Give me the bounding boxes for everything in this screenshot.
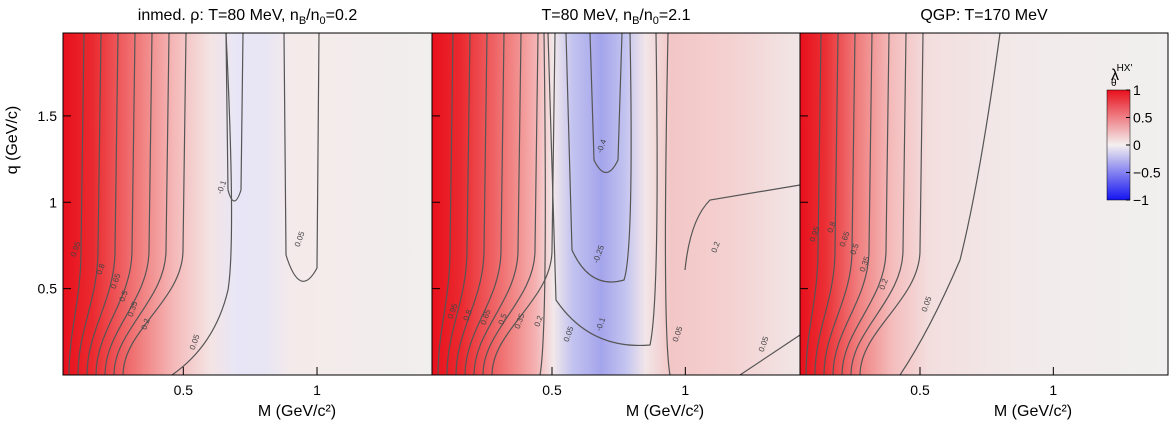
contour-line <box>95 32 136 376</box>
x-axis-label: M (GeV/c²) <box>258 403 336 420</box>
y-tick-label: 0.5 <box>38 281 58 297</box>
heatmap <box>63 33 432 375</box>
contour-line <box>491 32 556 376</box>
contour-line <box>446 32 471 376</box>
colorbar-label-main: λ <box>1111 67 1119 84</box>
contour-label: 0.8 <box>462 308 474 322</box>
title-text: QGP: T=170 MeV <box>920 7 1048 24</box>
colorbar-tick-label: 1 <box>1133 82 1141 98</box>
panel-title: inmed. ρ: T=80 MeV, nB/n0=0.2 <box>138 7 358 27</box>
x-axis-label: M (GeV/c²) <box>626 403 704 420</box>
contour-label: 0.2 <box>533 314 545 328</box>
colorbar-tick-label: 0 <box>1133 137 1141 153</box>
title-text: T=80 MeV, n <box>542 7 633 24</box>
title-subscript: B <box>299 15 306 27</box>
title-subscript: 0 <box>653 15 659 27</box>
contour-line <box>899 32 1001 376</box>
title-text: =0.2 <box>326 7 358 24</box>
x-tick-label: 0.5 <box>174 382 194 398</box>
x-tick-label: 1 <box>313 382 321 398</box>
contour-line <box>464 32 505 376</box>
colorbar-label: λθHX' <box>1111 63 1132 89</box>
x-tick-label: 1 <box>1049 382 1057 398</box>
contour-line <box>832 32 873 376</box>
contour-line <box>86 32 119 376</box>
title-text: =2.1 <box>659 7 691 24</box>
contour-line <box>104 32 153 376</box>
contour-label: 0.8 <box>826 220 838 234</box>
contour-line <box>684 184 801 271</box>
contour-label: 0.2 <box>710 240 722 254</box>
x-tick-label: 0.5 <box>542 382 562 398</box>
contour-line <box>482 32 539 376</box>
contour-line <box>113 32 170 376</box>
y-tick-label: 1 <box>49 194 57 210</box>
contour-line <box>589 32 623 174</box>
contour-line <box>68 32 85 376</box>
plot-frame <box>799 32 1169 376</box>
contour-line <box>850 32 907 376</box>
contour-line <box>565 32 632 283</box>
title-text: inmed. ρ: T=80 MeV, n <box>138 7 299 24</box>
y-tick-label: 1.5 <box>38 108 58 124</box>
contour-line <box>823 32 856 376</box>
x-tick-label: 0.5 <box>910 382 930 398</box>
x-axis-label: M (GeV/c²) <box>994 403 1072 420</box>
contour-line <box>77 32 102 376</box>
contour-line <box>739 334 801 376</box>
y-axis-label: q (GeV/c) <box>4 106 21 174</box>
colorbar-tick-label: −0.5 <box>1133 165 1161 181</box>
contour-line <box>547 32 658 347</box>
colorbar-tick-label: 0.5 <box>1133 110 1153 126</box>
colorbar-label-sup: HX' <box>1117 63 1133 74</box>
contour-line <box>859 32 924 376</box>
title-subscript: B <box>632 15 639 27</box>
contour-line <box>841 32 890 376</box>
contour-line <box>805 32 822 376</box>
contour-label: 0.5 <box>849 242 861 256</box>
x-tick-label: 1 <box>681 382 689 398</box>
title-subscript: 0 <box>320 15 326 27</box>
contour-label: 0.5 <box>118 289 130 303</box>
contour-line <box>437 32 454 376</box>
contour-label: 0.2 <box>878 277 890 291</box>
title-text: /n <box>306 7 319 24</box>
contour-label: 0.2 <box>140 317 152 331</box>
colorbar-tick-label: −1 <box>1133 192 1149 208</box>
title-text: /n <box>639 7 652 24</box>
colorbar-label-sub: θ <box>1111 78 1117 89</box>
contour-line <box>455 32 488 376</box>
contour-line <box>171 32 233 376</box>
contour-line <box>664 32 671 376</box>
contour-line <box>283 32 320 282</box>
panel-title: QGP: T=170 MeV <box>920 7 1048 24</box>
contour-line <box>122 32 187 376</box>
contour-line <box>814 32 839 376</box>
contour-line <box>473 32 522 376</box>
contour-label: 0.5 <box>497 312 509 326</box>
contour-label: 0.8 <box>95 262 107 276</box>
contour-line <box>225 32 244 202</box>
contour-line <box>539 32 546 376</box>
panel-title: T=80 MeV, nB/n0=2.1 <box>542 7 691 27</box>
